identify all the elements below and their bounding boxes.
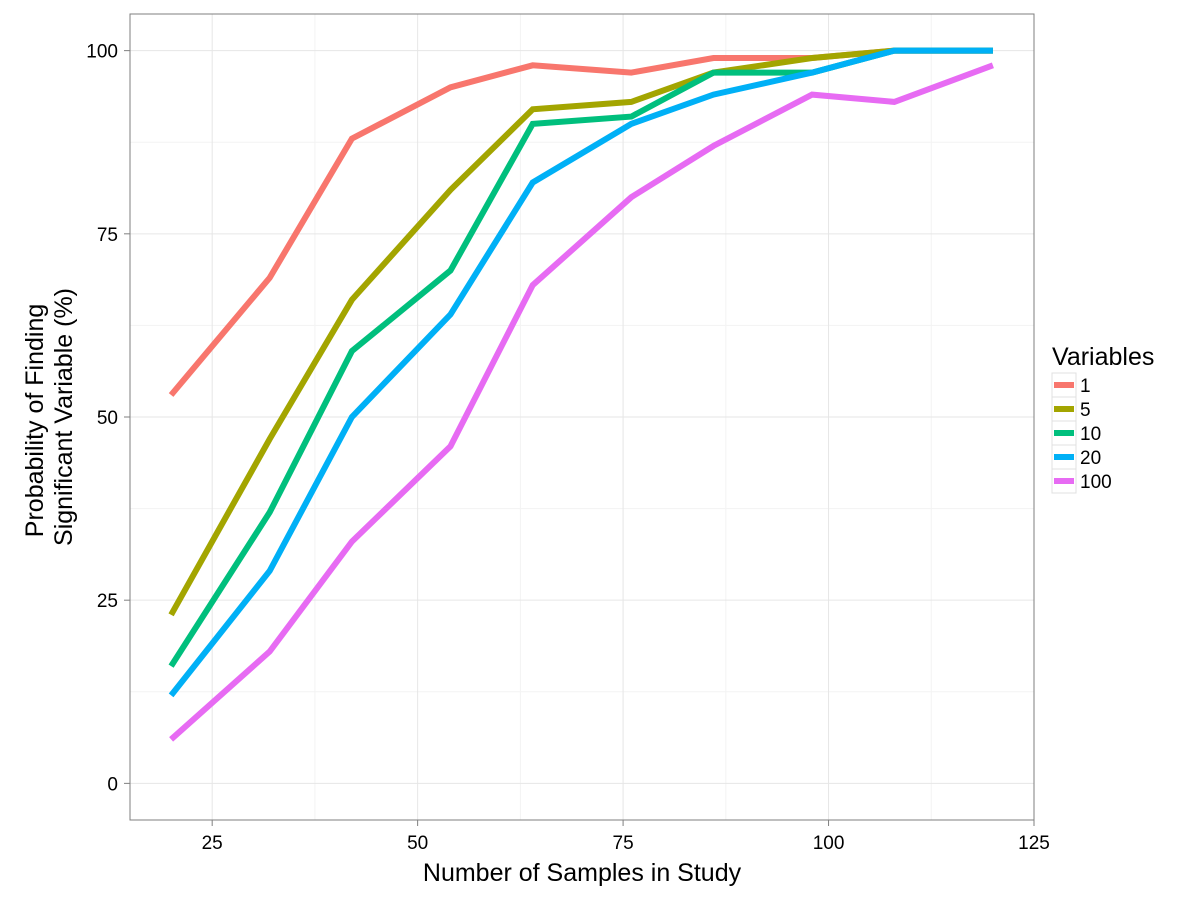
x-axis: 25 50 75 100 125 bbox=[202, 820, 1050, 854]
y-axis-title: Probability of Finding Significant Varia… bbox=[21, 288, 78, 546]
legend-title: Variables bbox=[1052, 343, 1154, 371]
legend-label: 10 bbox=[1080, 424, 1101, 445]
series-line-100 bbox=[169, 62, 994, 742]
series-line-20 bbox=[168, 47, 993, 698]
legend: Variables 1 5 10 20 100 bbox=[1051, 343, 1154, 494]
y-axis: 0 25 50 75 100 bbox=[86, 42, 130, 795]
series-lines bbox=[168, 47, 994, 742]
y-axis-title-line-1: Probability of Finding bbox=[21, 304, 49, 537]
legend-label: 100 bbox=[1080, 472, 1112, 493]
series-line-5 bbox=[168, 47, 993, 617]
y-tick-label: 50 bbox=[97, 408, 118, 429]
x-tick-label: 50 bbox=[407, 833, 428, 854]
grid bbox=[130, 14, 1035, 820]
legend-label: 1 bbox=[1080, 376, 1091, 397]
x-axis-title: Number of Samples in Study bbox=[423, 859, 742, 887]
legend-label: 20 bbox=[1080, 448, 1101, 469]
x-tick-label: 75 bbox=[613, 833, 634, 854]
y-tick-label: 25 bbox=[97, 591, 118, 612]
legend-label: 5 bbox=[1080, 400, 1091, 421]
y-tick-label: 75 bbox=[97, 225, 118, 246]
y-axis-title-line-2: Significant Variable (%) bbox=[50, 288, 78, 546]
x-tick-label: 125 bbox=[1018, 833, 1050, 854]
x-tick-label: 25 bbox=[202, 833, 223, 854]
y-tick-label: 100 bbox=[86, 42, 118, 63]
y-tick-label: 0 bbox=[107, 774, 118, 795]
x-tick-label: 100 bbox=[813, 833, 845, 854]
